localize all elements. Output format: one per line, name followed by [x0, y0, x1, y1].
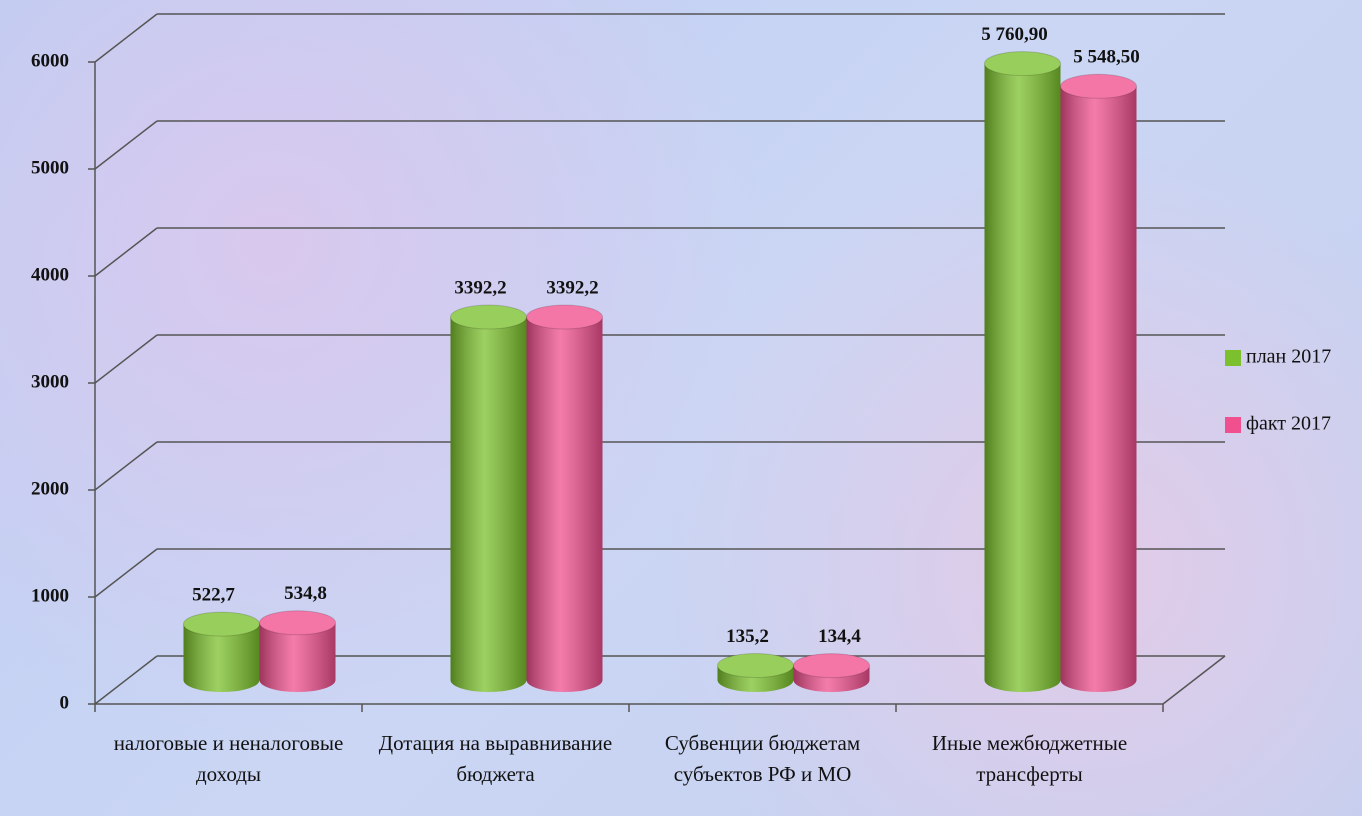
x-tick-label: Дотация на выравнивание бюджета: [378, 731, 613, 786]
bar-top: [1060, 74, 1137, 99]
bar-body-shade: [984, 63, 1061, 681]
grid-line-side: [94, 120, 158, 170]
bar-top-light: [183, 611, 260, 637]
bar-body-shade: [450, 317, 527, 680]
bar-top-light: [793, 653, 870, 679]
y-tick-label: 4000: [31, 264, 69, 285]
bar-top: [259, 610, 336, 635]
y-tick-label: 5000: [31, 157, 69, 178]
grid-line-side: [94, 441, 158, 491]
x-tick-label: Субвенции бюджетам субъектов РФ и МО: [664, 731, 861, 786]
bar-top: [793, 653, 870, 678]
bar: [259, 610, 336, 692]
bar-top-light: [1060, 73, 1137, 99]
grid-line-side: [94, 655, 158, 705]
bar: [526, 304, 603, 692]
bar-top-light: [526, 304, 603, 330]
bar: [717, 653, 794, 692]
value-label: 522,7: [192, 584, 235, 605]
grid-line-side: [94, 548, 158, 598]
legend-label: факт 2017: [1246, 413, 1331, 435]
legend-swatch: [1225, 417, 1241, 433]
grid-line-side: [94, 334, 158, 384]
grid-line-side: [94, 13, 158, 63]
bar-top: [450, 305, 527, 330]
bar-top: [717, 653, 794, 678]
value-label: 5 548,50: [1073, 47, 1140, 68]
bar-top: [526, 305, 603, 330]
value-label: 135,2: [726, 626, 769, 647]
bar: [183, 611, 260, 692]
bar-top-light: [259, 610, 336, 636]
floor-edge: [1162, 655, 1226, 705]
value-label: 5 760,90: [981, 24, 1048, 45]
bar-top: [984, 51, 1061, 76]
bar-top-light: [717, 653, 794, 679]
bar-top: [183, 612, 260, 637]
bar: [1060, 73, 1137, 692]
y-tick-label: 6000: [31, 50, 69, 71]
bar-body-shade: [1060, 86, 1137, 681]
bar-body-shade: [526, 317, 603, 680]
y-tick-label: 0: [60, 692, 70, 713]
bar: [984, 51, 1061, 692]
legend-label: план 2017: [1246, 346, 1331, 368]
value-label: 3392,2: [454, 277, 506, 298]
value-label: 134,4: [818, 626, 861, 647]
y-tick-label: 2000: [31, 478, 69, 499]
bar: [793, 653, 870, 692]
legend-swatch: [1225, 350, 1241, 366]
x-tick-label: налоговые и неналоговые доходы: [113, 731, 344, 786]
x-tick-label: Иные межбюджетные трансферты: [931, 731, 1128, 786]
bar: [450, 304, 527, 692]
bar-top-light: [450, 304, 527, 330]
value-label: 3392,2: [546, 277, 598, 298]
y-tick-label: 1000: [31, 585, 69, 606]
bar-top-light: [984, 51, 1061, 77]
grid-line-side: [94, 227, 158, 277]
y-tick-label: 3000: [31, 371, 69, 392]
value-label: 534,8: [284, 583, 327, 604]
